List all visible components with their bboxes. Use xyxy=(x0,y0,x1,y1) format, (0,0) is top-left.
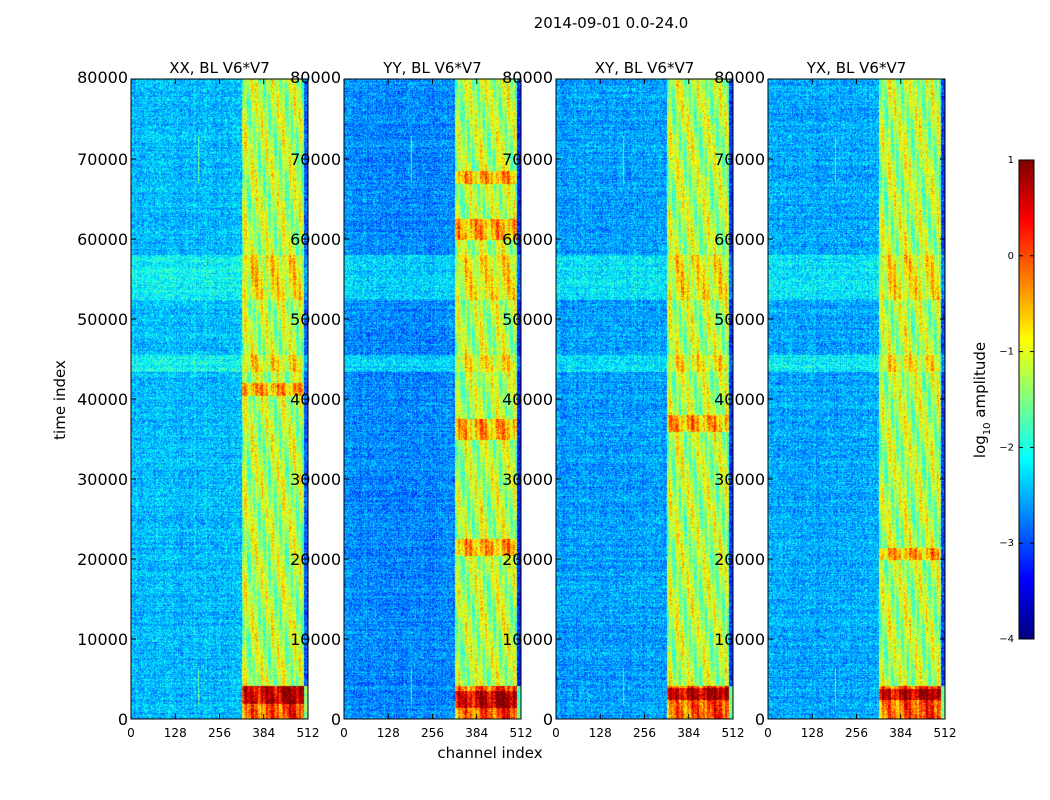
ytick-label-4-4: 40000 xyxy=(714,390,765,409)
ytick-label-1-7: 70000 xyxy=(77,150,128,169)
ytick-label-3-5: 50000 xyxy=(502,310,553,329)
ytick-label-2-7: 70000 xyxy=(290,150,341,169)
ytick-label-2-2: 20000 xyxy=(290,550,341,569)
xtick-label-1-2: 256 xyxy=(208,726,231,740)
xtick-label-3-0: 0 xyxy=(552,726,560,740)
xtick-label-1-0: 0 xyxy=(127,726,135,740)
xtick-label-4-2: 256 xyxy=(845,726,868,740)
colorbar-tick-label-5: 1 xyxy=(1008,155,1014,166)
x-axis-label: channel index xyxy=(437,744,542,762)
colorbar-label: log10 amplitude xyxy=(971,342,993,458)
panel-title-1: XX, BL V6*V7 xyxy=(169,59,270,77)
heatmap-image-2 xyxy=(344,79,521,719)
ytick-label-4-7: 70000 xyxy=(714,150,765,169)
xtick-label-2-0: 0 xyxy=(340,726,348,740)
ytick-label-3-8: 80000 xyxy=(502,68,553,87)
ytick-label-2-3: 30000 xyxy=(290,470,341,489)
panel-title-2: YY, BL V6*V7 xyxy=(382,59,481,77)
ytick-label-1-5: 50000 xyxy=(77,310,128,329)
ytick-label-4-6: 60000 xyxy=(714,230,765,249)
xtick-label-2-2: 256 xyxy=(421,726,444,740)
ytick-label-2-1: 10000 xyxy=(290,630,341,649)
panel-4: YX, BL V6*V7 0 10000 20000 30000 40000 50000 60… xyxy=(714,59,956,740)
xtick-label-2-3: 384 xyxy=(465,726,488,740)
ytick-label-4-2: 20000 xyxy=(714,550,765,569)
ytick-label-1-1: 10000 xyxy=(77,630,128,649)
xtick-label-2-4: 512 xyxy=(510,726,533,740)
ytick-label-2-6: 60000 xyxy=(290,230,341,249)
xtick-label-4-0: 0 xyxy=(764,726,772,740)
colorbar-gradient xyxy=(1019,160,1034,639)
ytick-label-4-1: 10000 xyxy=(714,630,765,649)
xtick-label-4-1: 128 xyxy=(801,726,824,740)
ytick-label-1-6: 60000 xyxy=(77,230,128,249)
ytick-label-1-4: 40000 xyxy=(77,390,128,409)
ytick-label-3-6: 60000 xyxy=(502,230,553,249)
xtick-label-3-1: 128 xyxy=(589,726,612,740)
ytick-label-1-8: 80000 xyxy=(77,68,128,87)
ytick-label-4-0: 0 xyxy=(755,710,765,729)
ytick-label-2-8: 80000 xyxy=(290,68,341,87)
colorbar-tick-label-4: 0 xyxy=(1008,251,1014,262)
xtick-label-1-3: 384 xyxy=(252,726,275,740)
colorbar-tick-label-1: −3 xyxy=(999,538,1014,549)
ytick-label-4-5: 50000 xyxy=(714,310,765,329)
panel-title-3: XY, BL V6*V7 xyxy=(595,59,695,77)
ytick-label-3-1: 10000 xyxy=(502,630,553,649)
y-axis-label: time index xyxy=(51,360,69,440)
ytick-label-3-4: 40000 xyxy=(502,390,553,409)
ytick-label-1-0: 0 xyxy=(118,710,128,729)
heatmap-image-4 xyxy=(768,79,945,719)
colorbar-frame xyxy=(1018,159,1035,640)
xtick-label-4-4: 512 xyxy=(934,726,957,740)
ytick-label-4-3: 30000 xyxy=(714,470,765,489)
colorbar-tick-label-0: −4 xyxy=(999,634,1014,645)
ytick-label-3-7: 70000 xyxy=(502,150,553,169)
xtick-label-3-4: 512 xyxy=(722,726,745,740)
ytick-label-3-2: 20000 xyxy=(502,550,553,569)
ytick-label-2-4: 40000 xyxy=(290,390,341,409)
panel-3: XY, BL V6*V7 0 10000 20000 30000 40000 50000 60… xyxy=(502,59,744,740)
xtick-label-1-4: 512 xyxy=(297,726,320,740)
heatmap-image-1 xyxy=(131,79,308,719)
ytick-label-1-2: 20000 xyxy=(77,550,128,569)
xtick-label-2-1: 128 xyxy=(377,726,400,740)
panel-1: XX, BL V6*V7 0 10000 20000 30000 40000 50000 60… xyxy=(77,59,319,740)
colorbar-tick-label-2: −2 xyxy=(999,442,1014,453)
heatmap-image-3 xyxy=(556,79,733,719)
colorbar-tick-label-3: −1 xyxy=(999,347,1014,358)
ytick-label-2-5: 50000 xyxy=(290,310,341,329)
ytick-label-4-8: 80000 xyxy=(714,68,765,87)
figure-suptitle: 2014-09-01 0.0-24.0 xyxy=(534,14,689,32)
ytick-label-3-0: 0 xyxy=(543,710,553,729)
xtick-label-1-1: 128 xyxy=(164,726,187,740)
panels-group: XX, BL V6*V7 0 10000 20000 30000 40000 50000 60… xyxy=(77,59,956,740)
ytick-label-2-0: 0 xyxy=(331,710,341,729)
xtick-label-4-3: 384 xyxy=(889,726,912,740)
xtick-label-3-2: 256 xyxy=(633,726,656,740)
xtick-label-3-3: 384 xyxy=(677,726,700,740)
panel-title-4: YX, BL V6*V7 xyxy=(806,59,907,77)
panel-2: YY, BL V6*V7 0 10000 20000 30000 40000 50000 60… xyxy=(290,59,532,740)
colorbar: −4 −3 −2 −1 0 1 log10 amplitude xyxy=(971,155,1035,645)
ytick-label-1-3: 30000 xyxy=(77,470,128,489)
ytick-label-3-3: 30000 xyxy=(502,470,553,489)
